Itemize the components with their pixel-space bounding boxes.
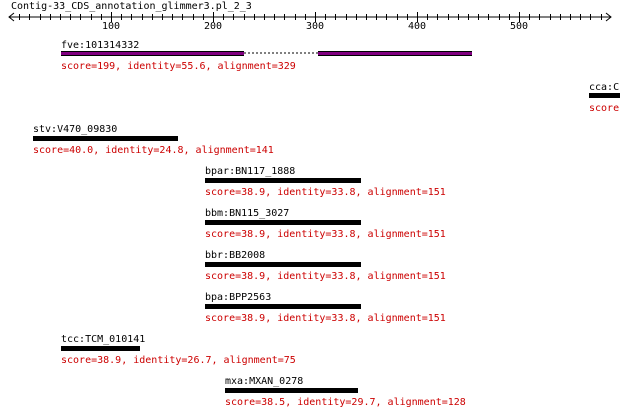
hit-alignment-bar[interactable]: [205, 220, 361, 225]
hit-stats: score: [589, 103, 620, 114]
hit-name[interactable]: stv:V470_09830: [33, 124, 118, 135]
ruler-tick-label: 300: [305, 21, 325, 32]
hit-stats: score=38.9, identity=26.7, alignment=75: [61, 355, 296, 366]
hit-name[interactable]: bbm:BN115_3027: [205, 208, 290, 219]
hit-alignment-bar[interactable]: [318, 51, 472, 56]
ruler-tick-label: 200: [203, 21, 223, 32]
hit-alignment-bar[interactable]: [589, 93, 620, 98]
ruler-tick-label: 400: [407, 21, 427, 32]
hit-gap-connector: [244, 52, 318, 54]
contig-title: Contig-33_CDS_annotation_glimmer3.pl_2_3: [11, 1, 252, 12]
hit-alignment-bar[interactable]: [225, 388, 358, 393]
hit-stats: score=38.9, identity=33.8, alignment=151: [205, 187, 446, 198]
ruler-tick-label: 100: [101, 21, 121, 32]
ruler-right-arrow: [605, 12, 612, 22]
ruler-minor-ticks: [19, 14, 602, 20]
hit-name[interactable]: bpa:BPP2563: [205, 292, 272, 303]
hit-stats: score=38.9, identity=33.8, alignment=151: [205, 271, 446, 282]
position-ruler: [8, 12, 612, 22]
hit-alignment-bar[interactable]: [61, 51, 244, 56]
hit-alignment-bar[interactable]: [205, 262, 361, 267]
hit-name[interactable]: mxa:MXAN_0278: [225, 376, 304, 387]
hit-stats: score=40.0, identity=24.8, alignment=141: [33, 145, 274, 156]
hit-stats: score=199, identity=55.6, alignment=329: [61, 61, 296, 72]
hit-name[interactable]: bbr:BB2008: [205, 250, 266, 261]
ruler-tick-label: 500: [509, 21, 529, 32]
hit-stats: score=38.9, identity=33.8, alignment=151: [205, 313, 446, 324]
ruler-left-arrow: [8, 12, 15, 22]
ruler-major-ticks: [111, 12, 520, 22]
hit-stats: score=38.9, identity=33.8, alignment=151: [205, 229, 446, 240]
hit-name[interactable]: fve:101314332: [61, 40, 140, 51]
hit-alignment-bar[interactable]: [61, 346, 140, 351]
hit-name[interactable]: bpar:BN117_1888: [205, 166, 296, 177]
hit-alignment-bar[interactable]: [205, 178, 361, 183]
hit-stats: score=38.5, identity=29.7, alignment=128: [225, 397, 466, 408]
hit-alignment-bar[interactable]: [33, 136, 178, 141]
hit-name[interactable]: cca:C: [589, 82, 620, 93]
hit-alignment-bar[interactable]: [205, 304, 361, 309]
hit-name[interactable]: tcc:TCM_010141: [61, 334, 146, 345]
